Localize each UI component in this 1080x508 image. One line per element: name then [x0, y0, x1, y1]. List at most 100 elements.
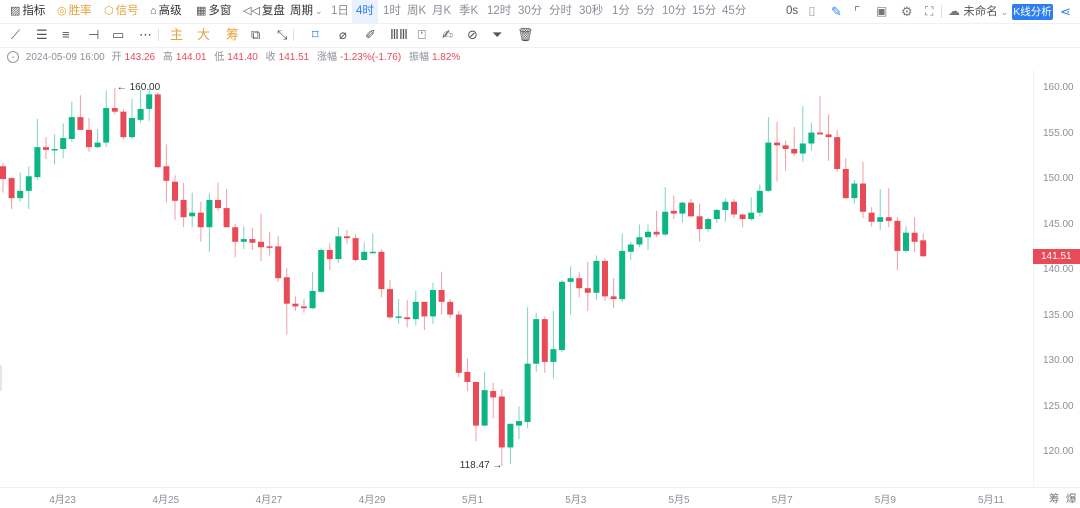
magnet-edit-icon[interactable]: ⧉ — [251, 27, 261, 42]
candle-body[interactable] — [404, 317, 411, 320]
candle-body[interactable] — [550, 349, 557, 362]
period-tab[interactable]: 1时 — [383, 5, 401, 17]
chips-toggle[interactable]: 筹 — [1049, 493, 1060, 505]
candle-body[interactable] — [223, 208, 230, 228]
period-tab[interactable]: 月K — [432, 5, 452, 17]
brush-icon[interactable]: ✐ — [365, 27, 376, 42]
candle-body[interactable] — [911, 232, 918, 242]
candles-icon[interactable]: ⅢⅢ — [390, 27, 408, 42]
period-tab[interactable]: 分时 — [549, 5, 572, 17]
advanced-button[interactable]: ⌂ 高级 — [150, 0, 182, 23]
candle-body[interactable] — [258, 241, 264, 248]
candle-body[interactable] — [412, 301, 419, 320]
period-tab[interactable]: 30秒 — [579, 5, 604, 17]
collapse-icon[interactable]: ⌄ — [7, 51, 19, 64]
candle-body[interactable] — [739, 214, 746, 220]
candle-body[interactable] — [481, 390, 488, 426]
candle-body[interactable] — [808, 132, 815, 144]
kline-analysis-button[interactable]: K线分析 — [1012, 4, 1053, 20]
candle-body[interactable] — [275, 246, 282, 279]
candle-body[interactable] — [232, 227, 239, 242]
candle-body[interactable] — [860, 183, 866, 212]
candle-body[interactable] — [283, 277, 290, 304]
candle-body[interactable] — [309, 290, 316, 309]
candle-body[interactable] — [17, 190, 24, 199]
candle-body[interactable] — [498, 396, 505, 448]
candle-body[interactable] — [438, 290, 445, 302]
period-tab[interactable]: 15分 — [692, 5, 717, 17]
candle-body[interactable] — [68, 117, 75, 139]
candle-body[interactable] — [688, 202, 694, 217]
candle-body[interactable] — [894, 220, 901, 251]
candle-body[interactable] — [172, 181, 178, 201]
candle-body[interactable] — [430, 290, 436, 317]
candle-body[interactable] — [43, 147, 49, 150]
parallel-lines-icon[interactable]: ☰ — [36, 27, 48, 42]
candle-body[interactable] — [344, 236, 350, 239]
period-tab[interactable]: 1分 — [612, 5, 630, 17]
big-order-button[interactable]: 大 — [197, 27, 211, 42]
candle-body[interactable] — [490, 391, 497, 398]
candle-body[interactable] — [713, 209, 720, 220]
candle-body[interactable] — [326, 249, 333, 260]
period-tab[interactable]: 周K — [407, 5, 427, 17]
crop-icon[interactable]: ⌜ — [854, 4, 861, 19]
attach-icon[interactable]: ⊘ — [467, 27, 478, 42]
period-dropdown[interactable]: 周期 ⌄ — [290, 0, 323, 23]
candle-body[interactable] — [421, 301, 428, 317]
candle-body[interactable] — [163, 166, 170, 181]
candle-body[interactable] — [662, 211, 669, 235]
candle-body[interactable] — [636, 237, 643, 245]
candle-body[interactable] — [653, 231, 660, 235]
camera-icon[interactable]: ⌷ — [808, 4, 816, 19]
candle-body[interactable] — [868, 212, 875, 222]
candle-body[interactable] — [541, 319, 548, 362]
period-tab[interactable]: 5分 — [637, 5, 655, 17]
trend-line-icon[interactable]: ⟋ — [11, 27, 21, 42]
candle-body[interactable] — [774, 142, 780, 146]
win-rate-button[interactable]: ◎ 胜率 — [57, 0, 92, 23]
candle-body[interactable] — [670, 210, 677, 214]
candle-body[interactable] — [180, 199, 187, 218]
lock-icon[interactable]: ⍞ — [418, 27, 426, 42]
candle-body[interactable] — [369, 251, 376, 254]
candle-body[interactable] — [627, 244, 634, 252]
candle-body[interactable] — [584, 288, 591, 293]
candle-body[interactable] — [782, 145, 789, 149]
candle-body[interactable] — [834, 137, 841, 169]
filter-icon[interactable]: ⏷ — [492, 27, 503, 42]
candle-body[interactable] — [318, 249, 325, 292]
more-icon[interactable]: ⋯ — [139, 27, 152, 42]
candle-body[interactable] — [533, 319, 540, 364]
candle-body[interactable] — [215, 199, 221, 209]
period-tab[interactable]: 1日 — [331, 5, 349, 17]
candle-body[interactable] — [395, 316, 402, 318]
candle-body[interactable] — [154, 94, 161, 168]
candle-body[interactable] — [705, 219, 712, 230]
candle-body[interactable] — [240, 239, 247, 242]
multi-window-button[interactable]: ▦ 多窗 — [196, 0, 231, 23]
candle-body[interactable] — [722, 201, 729, 210]
candle-body[interactable] — [111, 108, 118, 112]
gear-icon[interactable]: ⚙ — [901, 4, 913, 19]
candle-body[interactable] — [301, 306, 307, 309]
candle-body[interactable] — [799, 143, 806, 154]
candle-body[interactable] — [885, 217, 892, 221]
candle-body[interactable] — [378, 251, 385, 290]
candle-body[interactable] — [197, 212, 204, 228]
candle-body[interactable] — [292, 303, 299, 307]
candle-body[interactable] — [206, 199, 213, 228]
candle-body[interactable] — [455, 314, 462, 373]
period-tab[interactable]: 季K — [459, 5, 479, 17]
candle-body[interactable] — [25, 176, 32, 191]
rectangle-icon[interactable]: ▭ — [112, 27, 125, 42]
candle-body[interactable] — [387, 289, 393, 318]
candle-body[interactable] — [189, 212, 196, 217]
candle-body[interactable] — [877, 217, 884, 222]
share-icon[interactable]: ⋖ — [1060, 4, 1071, 19]
candle-body[interactable] — [748, 212, 755, 220]
candle-body[interactable] — [361, 251, 368, 260]
channel-icon[interactable]: ≡ — [62, 27, 70, 42]
main-indicator-button[interactable]: 主 — [170, 27, 184, 42]
